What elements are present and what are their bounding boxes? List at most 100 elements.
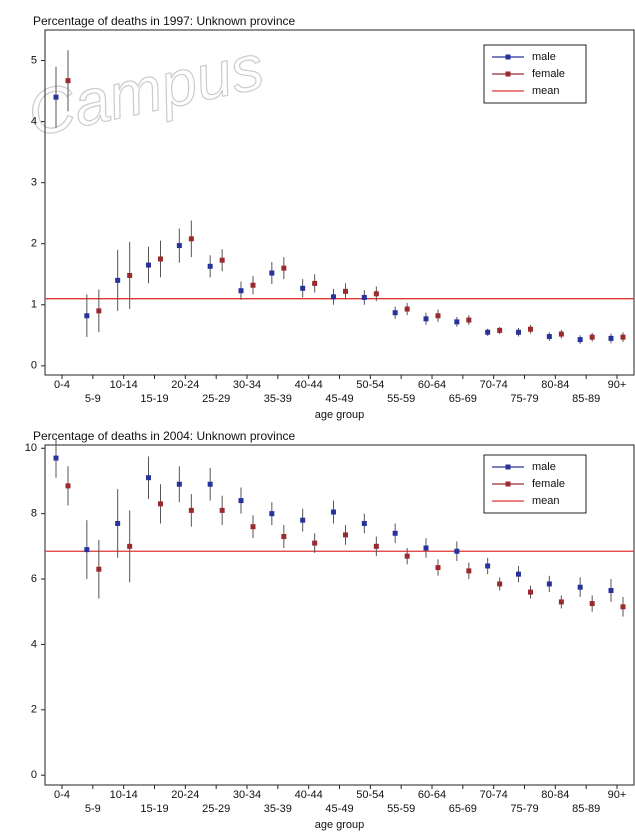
point (53, 94, 59, 100)
legend-marker (505, 54, 511, 60)
point (485, 329, 491, 335)
point (331, 294, 336, 300)
x-tick-label: 10-14 (110, 379, 138, 391)
x-tick-label: 85-89 (572, 803, 600, 815)
legend-label: mean (532, 85, 560, 97)
x-tick-label: 90+ (608, 789, 627, 801)
point (84, 547, 90, 553)
watermark: Campus (21, 30, 269, 150)
y-tick-label: 0 (31, 360, 37, 372)
point (250, 524, 256, 530)
point (589, 601, 595, 607)
y-tick-label: 4 (31, 115, 37, 127)
point (528, 589, 533, 595)
point (115, 277, 121, 283)
point (577, 584, 583, 590)
x-tick-label: 10-14 (110, 789, 138, 801)
point (281, 265, 287, 271)
x-tick-label: 15-19 (140, 803, 168, 815)
point (454, 548, 460, 554)
point (219, 257, 225, 263)
point (188, 236, 194, 242)
y-tick-label: 3 (31, 177, 37, 189)
point (300, 517, 306, 523)
point (238, 288, 244, 294)
legend-label: mean (532, 495, 560, 507)
x-tick-label: 0-4 (54, 789, 70, 801)
point (269, 270, 275, 276)
point (250, 282, 256, 288)
y-tick-label: 0 (31, 769, 37, 781)
legend-marker (505, 464, 511, 470)
point (361, 520, 367, 526)
point (404, 553, 410, 559)
point (65, 483, 71, 489)
point (435, 565, 441, 571)
point (65, 78, 71, 84)
x-tick-label: 65-69 (449, 803, 477, 815)
chart-title: Percentage of deaths in 2004: Unknown pr… (33, 429, 295, 443)
point (219, 507, 225, 513)
point (373, 543, 379, 549)
x-tick-label: 0-4 (54, 379, 70, 391)
point (115, 520, 121, 526)
point (312, 280, 318, 286)
y-tick-label: 6 (31, 573, 37, 585)
y-tick-label: 2 (31, 238, 37, 250)
point (608, 587, 614, 593)
point (84, 313, 90, 319)
x-tick-label: 25-29 (202, 803, 230, 815)
x-tick-label: 75-79 (510, 393, 538, 405)
point (238, 498, 244, 504)
y-tick-label: 5 (31, 54, 37, 66)
legend-label: male (532, 51, 556, 63)
point (269, 511, 275, 517)
point (127, 272, 133, 278)
y-tick-label: 10 (25, 442, 37, 454)
point (207, 263, 213, 269)
point (423, 316, 429, 322)
y-tick-label: 1 (31, 299, 37, 311)
point (516, 571, 521, 577)
point (528, 326, 533, 332)
point (96, 566, 102, 572)
point (176, 243, 182, 249)
x-tick-label: 50-54 (356, 379, 384, 391)
point (546, 334, 552, 340)
point (373, 291, 379, 297)
point (497, 581, 503, 587)
y-tick-label: 2 (31, 704, 37, 716)
x-tick-label: 85-89 (572, 393, 600, 405)
x-axis-label: age group (315, 409, 365, 421)
x-tick-label: 60-64 (418, 379, 446, 391)
x-tick-label: 70-74 (480, 379, 508, 391)
point (176, 481, 182, 487)
point (558, 331, 564, 337)
x-tick-label: 80-84 (541, 789, 569, 801)
point (312, 540, 318, 546)
legend-label: female (532, 478, 565, 490)
point (53, 455, 59, 461)
point (146, 475, 151, 481)
point (392, 530, 398, 536)
x-tick-label: 45-49 (325, 393, 353, 405)
x-tick-label: 45-49 (325, 803, 353, 815)
y-tick-label: 8 (31, 508, 37, 520)
point (620, 334, 626, 340)
chart-title: Percentage of deaths in 1997: Unknown pr… (33, 14, 295, 28)
x-tick-label: 90+ (608, 379, 627, 391)
point (127, 543, 133, 549)
point (343, 532, 348, 538)
x-tick-label: 30-34 (233, 379, 261, 391)
point (497, 327, 503, 333)
x-tick-label: 80-84 (541, 379, 569, 391)
x-tick-label: 40-44 (295, 379, 323, 391)
point (207, 481, 213, 487)
point (577, 337, 583, 343)
point (404, 306, 410, 312)
point (146, 262, 151, 268)
legend-label: male (532, 461, 556, 473)
point (300, 285, 306, 291)
legend-label: female (532, 68, 565, 80)
